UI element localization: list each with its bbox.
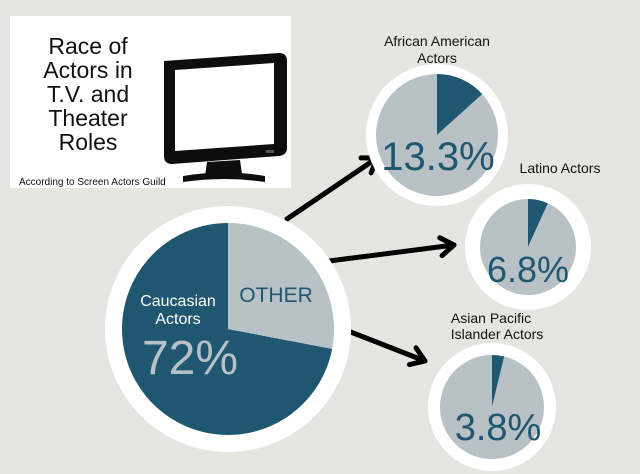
slice-label-caucasian-line2: Actors (155, 311, 200, 328)
title-card: Race of Actors in T.V. and Theater Roles… (10, 16, 291, 188)
monitor-icon (164, 53, 287, 182)
title-line: Roles (58, 129, 118, 155)
pie-title-asian-pacific-line1: Asian Pacific (451, 310, 531, 326)
arrow-head (437, 235, 457, 259)
slice-latino (528, 199, 548, 247)
value-label-asian-pacific-islander: 3.8% (455, 407, 542, 449)
arrow-head (406, 345, 428, 368)
pie-title-asian-pacific-line2: Islander Actors (451, 326, 544, 342)
slice-caucasian (121, 223, 333, 435)
african-american-pie: African American Actors 13.3% (366, 33, 508, 206)
slice-rest (439, 355, 544, 460)
title-line: T.V. and (46, 81, 130, 107)
source-note: According to Screen Actors Guild (19, 177, 166, 188)
title: Race of Actors in T.V. and Theater Roles (24, 34, 152, 154)
asian-pacific-islander-pie: Asian Pacific Islander Actors 3.8% (428, 310, 556, 471)
slice-asian-pacific-islander (492, 355, 505, 407)
pie-title-african-american-line2: Actors (417, 50, 457, 66)
slice-rest (375, 74, 498, 196)
arrow-icon (326, 242, 457, 264)
slice-other (228, 223, 334, 349)
pie-title-african-american-line1: African American (384, 33, 490, 49)
slice-label-other: OTHER (239, 284, 313, 307)
latino-pie: Latino Actors 6.8% (465, 160, 600, 310)
value-label-caucasian: 72% (142, 332, 238, 385)
main-pie: Caucasian Actors 72% OTHER (105, 206, 351, 452)
slice-african-american (437, 74, 483, 135)
slice-label-caucasian-line1: Caucasian (140, 293, 216, 310)
value-label-african-american: 13.3% (381, 135, 494, 179)
arrow-icon (284, 155, 380, 222)
slice-rest (480, 199, 576, 296)
title-line: Theater (48, 105, 128, 131)
value-label-latino: 6.8% (487, 249, 569, 290)
pie-title-latino: Latino Actors (520, 160, 601, 176)
title-line: Actors in (43, 57, 133, 83)
title-line: Race of (48, 33, 128, 59)
